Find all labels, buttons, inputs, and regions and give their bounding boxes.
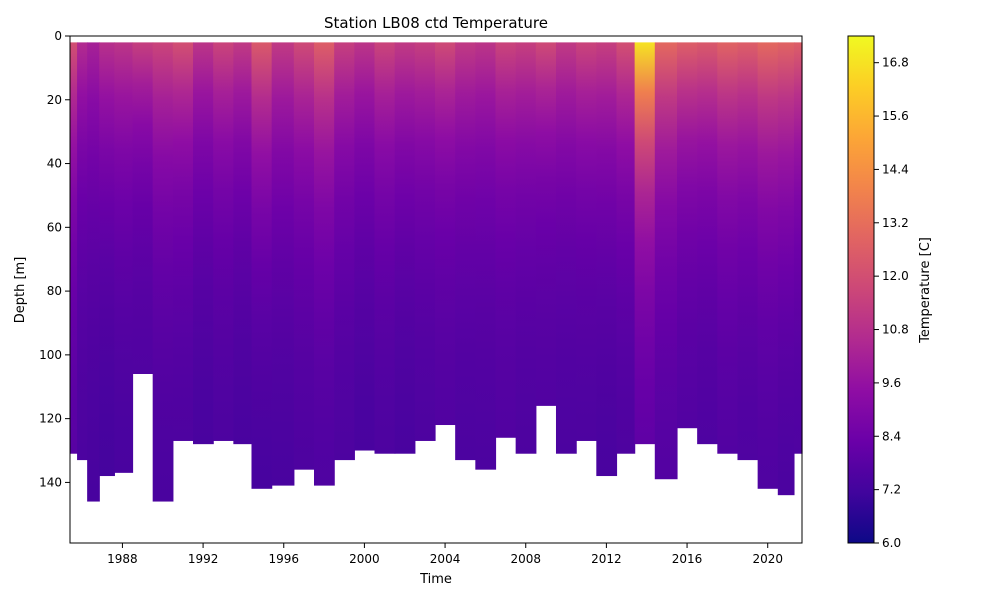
x-tick-label: 1992 xyxy=(188,552,219,566)
colorbar-tick-label: 9.6 xyxy=(882,376,901,390)
profile-column xyxy=(676,42,698,429)
profile-column xyxy=(793,42,803,454)
profile-column xyxy=(737,42,759,461)
y-axis-label: Depth [m] xyxy=(13,257,28,324)
colorbar-tick-label: 8.4 xyxy=(882,429,901,443)
profile-column xyxy=(293,42,315,470)
profile-column xyxy=(172,42,194,441)
colorbar xyxy=(847,35,875,544)
y-tick-label: 140 xyxy=(39,475,62,489)
profile-column xyxy=(233,42,253,445)
profile-column xyxy=(334,42,355,461)
profile-column xyxy=(576,42,597,441)
profile-column xyxy=(132,42,154,374)
profile-column xyxy=(193,42,214,445)
plot-frame xyxy=(69,35,803,544)
profile-column xyxy=(697,42,718,445)
x-tick-label: 1988 xyxy=(107,552,138,566)
colorbar-tick-label: 14.4 xyxy=(882,162,909,176)
x-tick-label: 2008 xyxy=(510,552,541,566)
colorbar-tick-label: 16.8 xyxy=(882,56,909,70)
x-tick-label: 2012 xyxy=(591,552,622,566)
colorbar-ticks: 6.0 7.2 8.4 9.6 10.8 12.0 13.2 14.4 15.6 16.8 xyxy=(874,56,909,550)
y-tick-label: 60 xyxy=(47,220,62,234)
x-tick-label: 2004 xyxy=(430,552,461,566)
colorbar-tick-label: 12.0 xyxy=(882,269,909,283)
profile-column xyxy=(495,42,517,438)
profile-column xyxy=(152,42,174,502)
profile-column xyxy=(777,42,795,496)
profile-column xyxy=(757,42,779,489)
profile-column xyxy=(271,42,295,486)
colorbar-tick-label: 7.2 xyxy=(882,483,901,497)
y-axis: 0 20 40 60 80 100 120 140 xyxy=(39,29,70,489)
colorbar-tick-label: 10.8 xyxy=(882,323,909,337)
profile-column xyxy=(70,42,78,454)
profile-column xyxy=(213,42,234,441)
chart-title: Station LB08 ctd Temperature xyxy=(324,14,548,32)
x-axis-label: Time xyxy=(419,572,452,587)
x-tick-label: 2016 xyxy=(672,552,703,566)
colorbar-tick-label: 15.6 xyxy=(882,109,909,123)
profile-column xyxy=(634,42,656,445)
profile-column xyxy=(354,42,376,451)
y-tick-label: 100 xyxy=(39,348,62,362)
profile-column xyxy=(717,42,739,454)
colorbar-label: Temperature [C] xyxy=(918,237,933,344)
profile-column xyxy=(314,42,335,486)
profile-column xyxy=(394,42,416,454)
profile-column xyxy=(434,42,456,426)
x-axis: 1988 1992 1996 2000 2004 2008 2012 2016 2020 xyxy=(107,543,783,566)
colorbar-tick-label: 13.2 xyxy=(882,216,909,230)
profile-column xyxy=(475,42,497,470)
profile-column xyxy=(99,42,115,477)
profile-column xyxy=(616,42,636,454)
y-tick-label: 0 xyxy=(54,29,62,43)
profile-column xyxy=(114,42,134,473)
x-tick-label: 1996 xyxy=(268,552,299,566)
profile-column xyxy=(555,42,577,454)
x-tick-label: 2020 xyxy=(752,552,783,566)
profile-column xyxy=(414,42,436,441)
y-tick-label: 20 xyxy=(47,93,62,107)
profile-column xyxy=(535,42,557,406)
profile-column xyxy=(515,42,537,454)
profile-column xyxy=(455,42,476,461)
plot-area xyxy=(70,42,803,502)
y-tick-label: 120 xyxy=(39,412,62,426)
colorbar-tick-label: 6.0 xyxy=(882,536,901,550)
y-tick-label: 80 xyxy=(47,284,62,298)
profile-column xyxy=(77,42,88,461)
x-tick-label: 2000 xyxy=(349,552,380,566)
profile-column xyxy=(596,42,618,477)
profile-column xyxy=(374,42,396,454)
profile-column xyxy=(654,42,678,480)
y-tick-label: 40 xyxy=(47,157,62,171)
profile-column xyxy=(251,42,273,489)
profile-column xyxy=(87,42,100,502)
